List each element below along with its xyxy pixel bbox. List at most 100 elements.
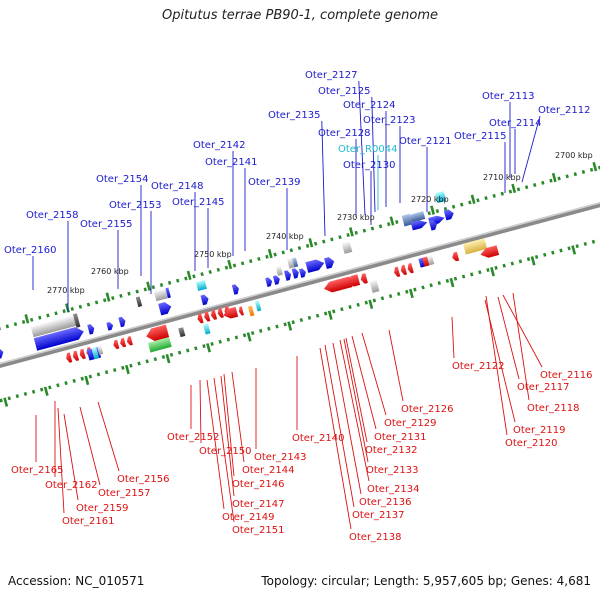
gene-block[interactable] — [427, 255, 435, 266]
gene-block[interactable] — [91, 347, 100, 360]
gene-label[interactable]: Oter_2119 — [513, 425, 566, 436]
forward-gene[interactable] — [272, 275, 281, 285]
gene-label[interactable]: Oter_R0044 — [338, 144, 397, 155]
gene-label[interactable]: Oter_2157 — [98, 488, 151, 499]
gene-block[interactable] — [153, 288, 169, 302]
gene-label[interactable]: Oter_2126 — [401, 404, 454, 415]
forward-gene[interactable] — [298, 268, 307, 278]
gene-label[interactable]: Oter_2165 — [11, 465, 64, 476]
gene-label[interactable]: Oter_2154 — [96, 174, 149, 185]
gene-label[interactable]: Oter_2159 — [76, 503, 129, 514]
reverse-gene[interactable] — [346, 274, 361, 288]
forward-gene[interactable] — [428, 219, 438, 231]
gene-label[interactable]: Oter_2122 — [452, 361, 505, 372]
gene-label[interactable]: Oter_2161 — [62, 516, 115, 527]
gene-label[interactable]: Oter_2118 — [527, 403, 580, 414]
reverse-gene[interactable] — [222, 306, 239, 320]
gene-label[interactable]: Oter_2128 — [318, 128, 371, 139]
gene-label[interactable]: Oter_2148 — [151, 181, 204, 192]
gene-label[interactable]: Oter_2152 — [167, 432, 220, 443]
gene-label[interactable]: Oter_2130 — [343, 160, 396, 171]
gene-block[interactable] — [147, 337, 172, 353]
gene-label[interactable]: Oter_2136 — [359, 497, 412, 508]
forward-gene[interactable] — [0, 347, 5, 360]
gene-label[interactable]: Oter_2121 — [399, 136, 452, 147]
reverse-gene[interactable] — [451, 251, 460, 262]
forward-gene[interactable] — [118, 316, 126, 328]
gene-label[interactable]: Oter_2125 — [318, 86, 371, 97]
gene-block[interactable] — [435, 191, 447, 204]
gene-label[interactable]: Oter_2138 — [349, 532, 402, 543]
forward-gene[interactable] — [158, 301, 173, 316]
gene-block[interactable] — [292, 257, 299, 268]
gene-block[interactable] — [72, 313, 81, 328]
gene-block[interactable] — [463, 238, 488, 255]
gene-label[interactable]: Oter_2112 — [538, 105, 591, 116]
gene-block[interactable] — [203, 323, 211, 335]
gene-block[interactable] — [195, 280, 207, 292]
forward-gene[interactable] — [291, 268, 300, 279]
gene-label[interactable]: Oter_2150 — [199, 446, 252, 457]
gene-label[interactable]: Oter_2114 — [489, 118, 542, 129]
forward-gene[interactable] — [33, 325, 86, 351]
reverse-gene[interactable] — [119, 337, 127, 348]
forward-gene[interactable] — [87, 323, 95, 335]
reverse-gene[interactable] — [126, 336, 133, 346]
gene-label[interactable]: Oter_2135 — [268, 110, 321, 121]
forward-gene[interactable] — [443, 208, 455, 221]
gene-label[interactable]: Oter_2141 — [205, 157, 258, 168]
gene-label[interactable]: Oter_2120 — [505, 438, 558, 449]
gene-block[interactable] — [135, 296, 143, 308]
forward-gene[interactable] — [410, 219, 429, 231]
reverse-gene[interactable] — [112, 339, 120, 350]
gene-label[interactable]: Oter_2160 — [4, 245, 57, 256]
gene-label[interactable]: Oter_2113 — [482, 91, 535, 102]
gene-block[interactable] — [275, 265, 283, 276]
reverse-gene[interactable] — [400, 264, 408, 276]
reverse-gene[interactable] — [406, 262, 414, 274]
gene-block[interactable] — [341, 241, 353, 254]
reverse-gene[interactable] — [145, 324, 170, 343]
gene-label[interactable]: Oter_2134 — [367, 484, 420, 495]
gene-label[interactable]: Oter_2124 — [343, 100, 396, 111]
reverse-gene[interactable] — [359, 273, 368, 284]
gene-block[interactable] — [247, 305, 255, 317]
reverse-gene[interactable] — [479, 245, 500, 259]
gene-block[interactable] — [369, 279, 380, 293]
gene-block[interactable] — [178, 327, 186, 338]
gene-label[interactable]: Oter_2156 — [117, 474, 170, 485]
forward-gene[interactable] — [305, 258, 325, 273]
gene-label[interactable]: Oter_2131 — [374, 432, 427, 443]
forward-gene[interactable] — [283, 270, 292, 281]
forward-gene[interactable] — [265, 277, 273, 287]
gene-label[interactable]: Oter_2146 — [232, 479, 285, 490]
gene-label[interactable]: Oter_2149 — [222, 512, 275, 523]
forward-gene[interactable] — [200, 294, 209, 306]
gene-block[interactable] — [97, 345, 104, 355]
gene-label[interactable]: Oter_2153 — [109, 200, 162, 211]
gene-label[interactable]: Oter_2133 — [366, 465, 419, 476]
gene-label[interactable]: Oter_2162 — [45, 480, 98, 491]
gene-label[interactable]: Oter_2144 — [242, 465, 295, 476]
reverse-gene[interactable] — [72, 350, 80, 362]
gene-label[interactable]: Oter_2127 — [305, 70, 358, 81]
reverse-gene[interactable] — [323, 276, 353, 294]
reverse-gene[interactable] — [210, 309, 218, 320]
reverse-gene[interactable] — [196, 313, 204, 324]
reverse-gene[interactable] — [216, 307, 224, 319]
gene-label[interactable]: Oter_2132 — [365, 445, 418, 456]
gene-block[interactable] — [409, 211, 426, 223]
gene-label[interactable]: Oter_2139 — [248, 177, 301, 188]
gene-label[interactable]: Oter_2140 — [292, 433, 345, 444]
gene-label[interactable]: Oter_2115 — [454, 131, 507, 142]
reverse-gene[interactable] — [238, 306, 244, 316]
gene-block[interactable] — [422, 256, 430, 267]
gene-label[interactable]: Oter_2142 — [193, 140, 246, 151]
gene-label[interactable]: Oter_2155 — [80, 219, 133, 230]
gene-label[interactable]: Oter_2145 — [172, 197, 225, 208]
gene-label[interactable]: Oter_2158 — [26, 210, 79, 221]
reverse-gene[interactable] — [203, 311, 211, 322]
gene-label[interactable]: Oter_2116 — [540, 370, 593, 381]
gene-label[interactable]: Oter_2137 — [352, 510, 405, 521]
